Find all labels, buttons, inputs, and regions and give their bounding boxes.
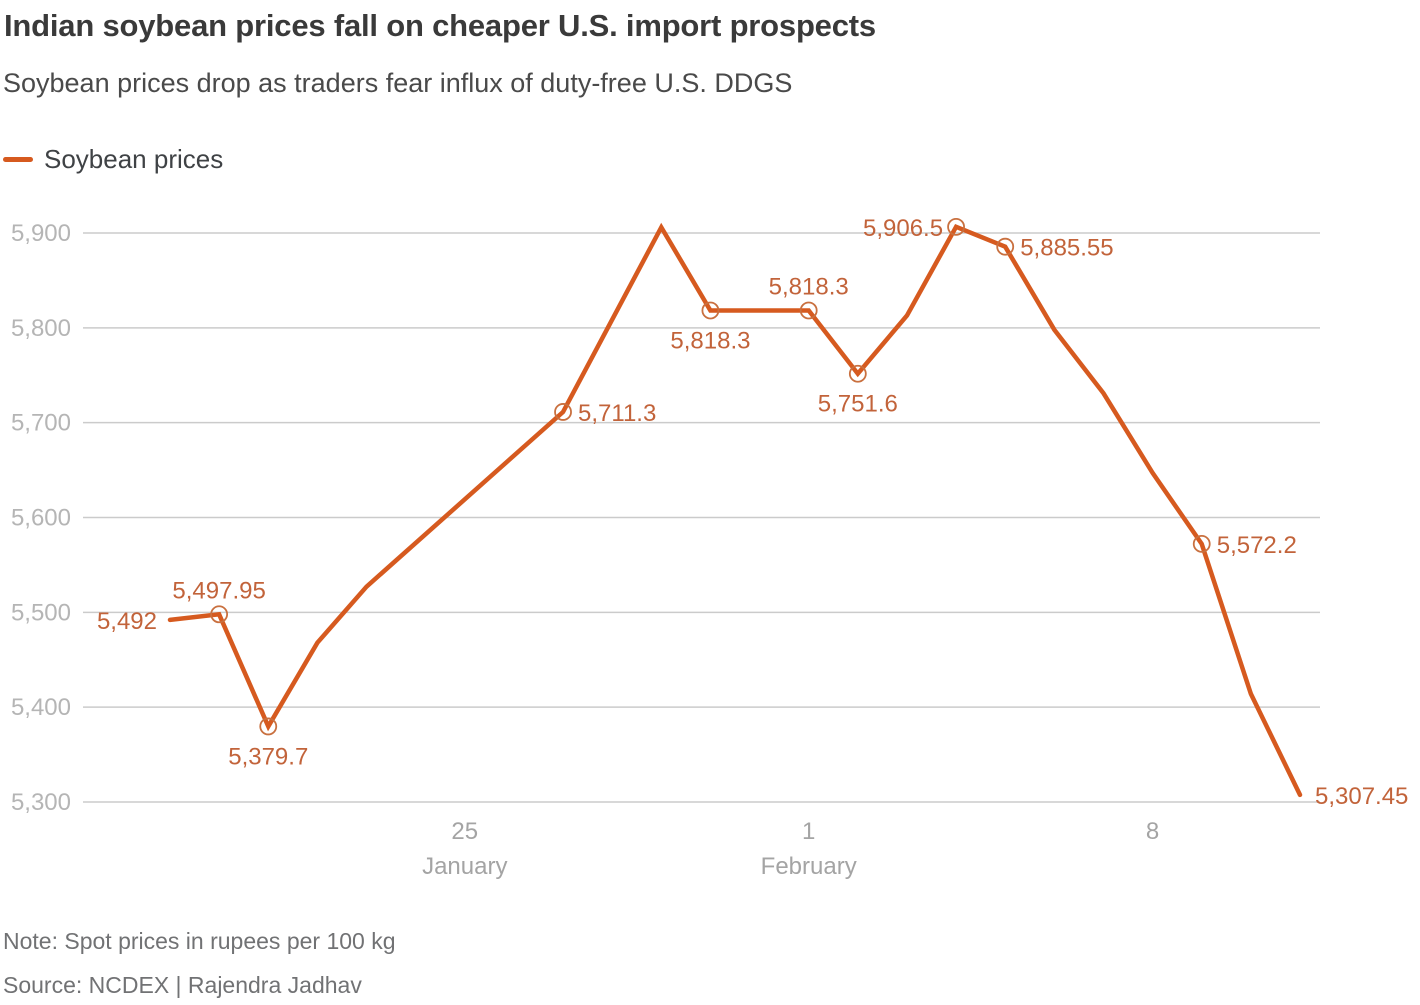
x-axis-label-month: January (422, 853, 507, 880)
data-point-label: 5,711.3 (578, 400, 656, 427)
chart-note: Note: Spot prices in rupees per 100 kg (3, 928, 396, 954)
y-axis-label-5400: 5,400 (11, 694, 71, 721)
data-point-label: 5,572.2 (1217, 532, 1297, 559)
y-axis-label-5300: 5,300 (11, 789, 71, 816)
data-point-label: 5,818.3 (769, 273, 849, 300)
y-axis-label-5600: 5,600 (11, 505, 71, 532)
legend-series-label: Soybean prices (44, 144, 224, 174)
chart-source: Source: NCDEX | Rajendra Jadhav (3, 972, 362, 998)
y-axis-label-5800: 5,800 (11, 315, 71, 342)
data-point-label: 5,307.45 (1315, 783, 1408, 810)
data-point-label: 5,818.3 (670, 327, 750, 354)
data-point-marker (554, 403, 572, 421)
x-axis-label-month: February (761, 853, 857, 880)
data-point-label: 5,492 (97, 608, 157, 635)
chart-title: Indian soybean prices fall on cheaper U.… (4, 8, 876, 43)
data-point-label: 5,751.6 (818, 391, 898, 418)
data-point-marker (799, 301, 818, 320)
data-point-marker (259, 717, 278, 736)
legend-line-swatch-icon (3, 157, 33, 162)
x-axis-label-day: 25 (451, 818, 478, 845)
data-point-marker (210, 605, 229, 624)
x-axis-label-day: 1 (802, 818, 815, 845)
price-line-series (167, 222, 1303, 798)
data-point-label: 5,497.95 (172, 577, 265, 604)
chart-subtitle: Soybean prices drop as traders fear infl… (3, 68, 793, 98)
chart-legend: Soybean prices (3, 144, 223, 175)
data-point-marker (947, 217, 965, 236)
data-point-label: 5,885.55 (1020, 235, 1113, 262)
data-point-label: 5,379.7 (228, 743, 308, 770)
y-axis-label-5900: 5,900 (11, 220, 71, 247)
y-axis-label-5700: 5,700 (11, 410, 71, 437)
data-point-marker (848, 364, 867, 383)
y-axis-label-5500: 5,500 (11, 599, 71, 626)
data-point-marker (701, 301, 720, 320)
data-point-marker (1192, 534, 1211, 553)
data-point-label: 5,906.5 (863, 215, 943, 242)
data-point-marker (996, 237, 1015, 256)
x-axis-label-day: 8 (1146, 818, 1159, 845)
